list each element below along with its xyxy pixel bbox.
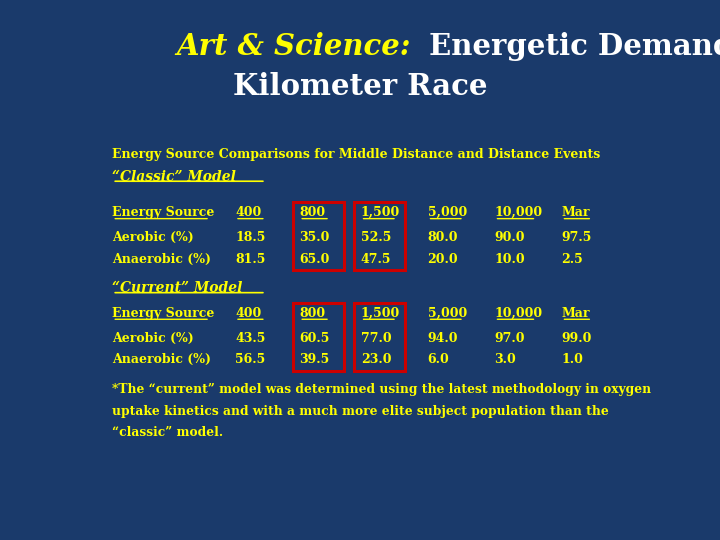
Text: 10,000: 10,000 bbox=[495, 307, 543, 320]
Text: 800: 800 bbox=[300, 307, 325, 320]
Text: Art & Science:: Art & Science: bbox=[176, 32, 421, 62]
Text: 1,500: 1,500 bbox=[361, 307, 400, 320]
Text: 800: 800 bbox=[300, 206, 325, 219]
Text: 65.0: 65.0 bbox=[300, 253, 330, 266]
Text: 1,500: 1,500 bbox=[361, 206, 400, 219]
Text: 90.0: 90.0 bbox=[495, 231, 525, 244]
Text: “classic” model.: “classic” model. bbox=[112, 426, 223, 439]
Text: 94.0: 94.0 bbox=[428, 332, 458, 345]
Text: 39.5: 39.5 bbox=[300, 353, 330, 366]
Text: 47.5: 47.5 bbox=[361, 253, 391, 266]
Text: 56.5: 56.5 bbox=[235, 353, 266, 366]
Text: Energy Source: Energy Source bbox=[112, 307, 215, 320]
Text: 80.0: 80.0 bbox=[428, 231, 458, 244]
Text: 10,000: 10,000 bbox=[495, 206, 543, 219]
Text: 43.5: 43.5 bbox=[235, 332, 266, 345]
Text: 23.0: 23.0 bbox=[361, 353, 391, 366]
Text: Mar: Mar bbox=[562, 206, 590, 219]
Text: 52.5: 52.5 bbox=[361, 231, 391, 244]
Text: 10.0: 10.0 bbox=[495, 253, 525, 266]
Text: 400: 400 bbox=[235, 206, 261, 219]
Text: Aerobic (%): Aerobic (%) bbox=[112, 231, 194, 244]
Text: “Classic” Model: “Classic” Model bbox=[112, 170, 236, 184]
Text: 3.0: 3.0 bbox=[495, 353, 516, 366]
Text: 97.5: 97.5 bbox=[562, 231, 592, 244]
Text: Anaerobic (%): Anaerobic (%) bbox=[112, 253, 212, 266]
Text: 400: 400 bbox=[235, 307, 261, 320]
Text: 5,000: 5,000 bbox=[428, 206, 467, 219]
Text: 99.0: 99.0 bbox=[562, 332, 592, 345]
Text: 35.0: 35.0 bbox=[300, 231, 330, 244]
Text: 81.5: 81.5 bbox=[235, 253, 266, 266]
Text: Anaerobic (%): Anaerobic (%) bbox=[112, 353, 212, 366]
Text: Mar: Mar bbox=[562, 307, 590, 320]
Text: 2.5: 2.5 bbox=[562, 253, 583, 266]
Text: 20.0: 20.0 bbox=[428, 253, 458, 266]
Text: “Current” Model: “Current” Model bbox=[112, 281, 243, 295]
Text: Energy Source Comparisons for Middle Distance and Distance Events: Energy Source Comparisons for Middle Dis… bbox=[112, 148, 600, 161]
Text: uptake kinetics and with a much more elite subject population than the: uptake kinetics and with a much more eli… bbox=[112, 404, 609, 417]
Text: 18.5: 18.5 bbox=[235, 231, 266, 244]
Text: Kilometer Race: Kilometer Race bbox=[233, 72, 487, 102]
Text: Aerobic (%): Aerobic (%) bbox=[112, 332, 194, 345]
Text: *The “current” model was determined using the latest methodology in oxygen: *The “current” model was determined usin… bbox=[112, 383, 652, 396]
Text: 60.5: 60.5 bbox=[300, 332, 330, 345]
Text: Energetic Demands of a 5-: Energetic Demands of a 5- bbox=[176, 32, 720, 62]
Text: Energy Source: Energy Source bbox=[112, 206, 215, 219]
Text: 97.0: 97.0 bbox=[495, 332, 525, 345]
Text: 1.0: 1.0 bbox=[562, 353, 583, 366]
Text: 6.0: 6.0 bbox=[428, 353, 449, 366]
Text: 77.0: 77.0 bbox=[361, 332, 391, 345]
Text: 5,000: 5,000 bbox=[428, 307, 467, 320]
